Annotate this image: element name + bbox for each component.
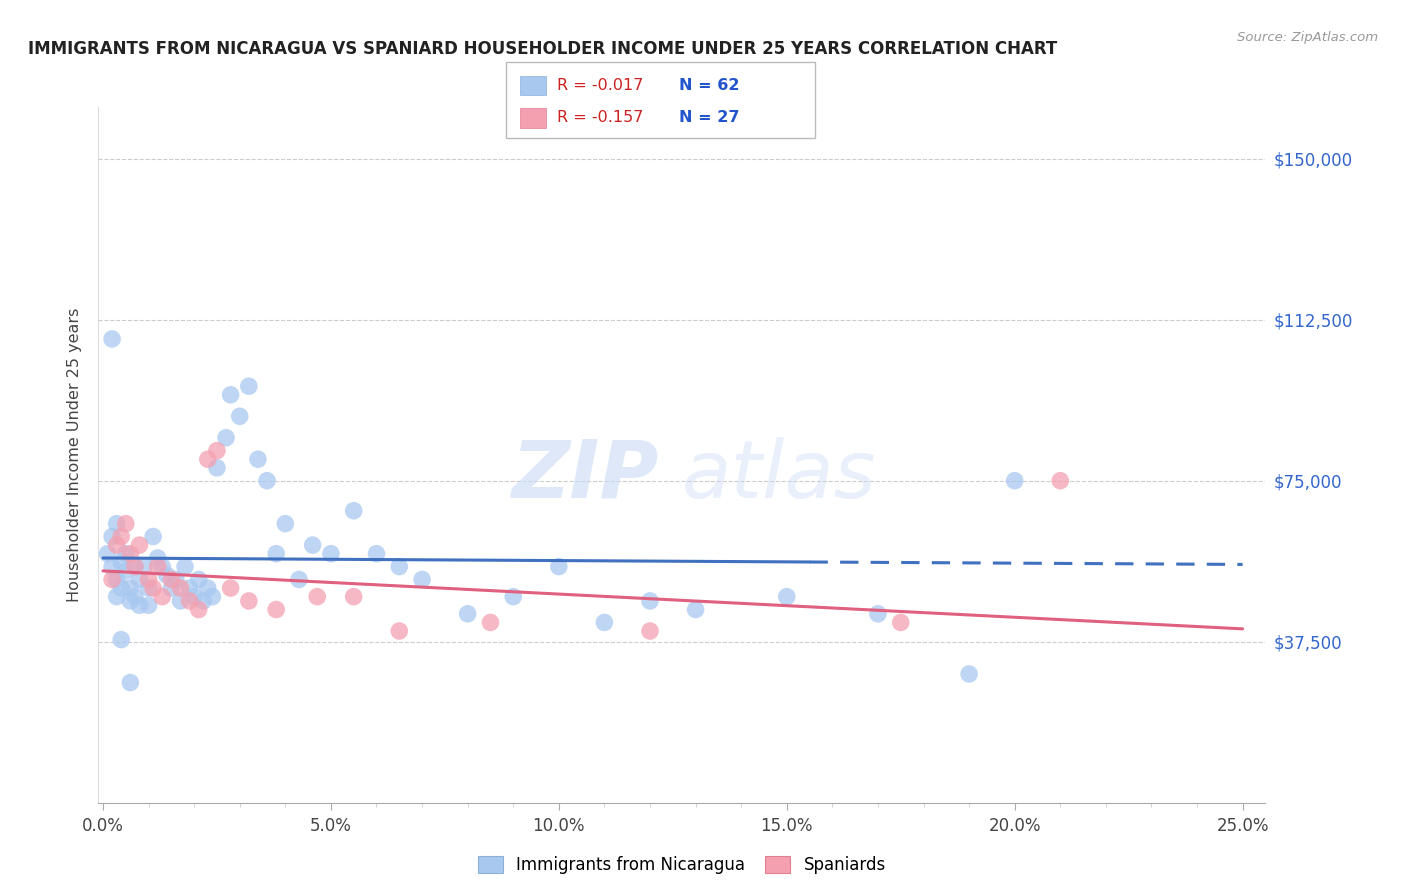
Point <box>187 602 209 616</box>
Point <box>128 599 150 613</box>
Point <box>105 590 128 604</box>
Legend: Immigrants from Nicaragua, Spaniards: Immigrants from Nicaragua, Spaniards <box>478 856 886 874</box>
Point <box>128 538 150 552</box>
Point <box>124 559 146 574</box>
Point <box>142 581 165 595</box>
Point <box>274 516 297 531</box>
Point <box>114 564 136 578</box>
Point <box>156 568 179 582</box>
Point <box>1049 474 1071 488</box>
Point <box>105 516 128 531</box>
Point <box>219 581 242 595</box>
Point <box>138 581 160 595</box>
Point <box>246 452 269 467</box>
Point <box>183 590 205 604</box>
Point <box>411 573 433 587</box>
Point <box>120 594 142 608</box>
Point <box>101 332 124 346</box>
Point <box>457 607 479 621</box>
Point <box>138 573 160 587</box>
Point <box>150 559 173 574</box>
Point <box>146 559 169 574</box>
Point <box>957 667 980 681</box>
Point <box>264 602 287 616</box>
Point <box>638 624 661 638</box>
Point <box>638 594 661 608</box>
Point <box>388 559 411 574</box>
Point <box>502 590 524 604</box>
Point <box>201 590 224 604</box>
Text: N = 62: N = 62 <box>679 78 740 93</box>
Point <box>264 547 287 561</box>
Point <box>114 516 136 531</box>
Text: N = 27: N = 27 <box>679 111 740 125</box>
Point <box>215 431 238 445</box>
Point <box>120 675 142 690</box>
Point <box>301 538 323 552</box>
Point <box>105 538 128 552</box>
Point <box>138 599 160 613</box>
Point <box>120 581 142 595</box>
Point <box>685 602 707 616</box>
Text: R = -0.017: R = -0.017 <box>557 78 643 93</box>
Text: atlas: atlas <box>682 437 877 515</box>
Point <box>110 632 132 647</box>
Point <box>343 504 366 518</box>
Point <box>343 590 366 604</box>
Point <box>120 547 142 561</box>
Text: IMMIGRANTS FROM NICARAGUA VS SPANIARD HOUSEHOLDER INCOME UNDER 25 YEARS CORRELAT: IMMIGRANTS FROM NICARAGUA VS SPANIARD HO… <box>28 40 1057 58</box>
Point <box>179 594 201 608</box>
Point <box>219 388 242 402</box>
Point <box>124 590 146 604</box>
Point <box>110 581 132 595</box>
Point <box>205 443 228 458</box>
Text: Source: ZipAtlas.com: Source: ZipAtlas.com <box>1237 31 1378 45</box>
Point <box>101 529 124 543</box>
Point <box>256 474 278 488</box>
Point <box>165 573 187 587</box>
Point <box>776 590 799 604</box>
Point <box>105 573 128 587</box>
Point <box>160 581 183 595</box>
Point <box>238 379 260 393</box>
Point <box>319 547 342 561</box>
Point <box>388 624 411 638</box>
Point <box>128 573 150 587</box>
Point <box>229 409 252 424</box>
Point <box>174 559 197 574</box>
Point <box>205 460 228 475</box>
Point <box>169 581 191 595</box>
Point <box>366 547 388 561</box>
Point <box>146 551 169 566</box>
Point <box>169 594 191 608</box>
Point <box>160 573 183 587</box>
Point <box>890 615 912 630</box>
Point <box>593 615 616 630</box>
Point <box>101 559 124 574</box>
Point <box>307 590 329 604</box>
Point <box>142 529 165 543</box>
Y-axis label: Householder Income Under 25 years: Householder Income Under 25 years <box>67 308 83 602</box>
Point <box>150 590 173 604</box>
Point <box>132 559 155 574</box>
Point <box>866 607 889 621</box>
Text: ZIP: ZIP <box>512 437 658 515</box>
Point <box>197 452 219 467</box>
Point <box>197 581 219 595</box>
Point <box>187 573 209 587</box>
Point <box>110 555 132 569</box>
Point <box>110 529 132 543</box>
Text: R = -0.157: R = -0.157 <box>557 111 643 125</box>
Point <box>179 581 201 595</box>
Point <box>547 559 569 574</box>
Point <box>193 594 215 608</box>
Point <box>1004 474 1026 488</box>
Point <box>96 547 118 561</box>
Point <box>101 573 124 587</box>
Point <box>238 594 260 608</box>
Point <box>114 547 136 561</box>
Point <box>288 573 311 587</box>
Point <box>479 615 502 630</box>
Point <box>124 559 146 574</box>
